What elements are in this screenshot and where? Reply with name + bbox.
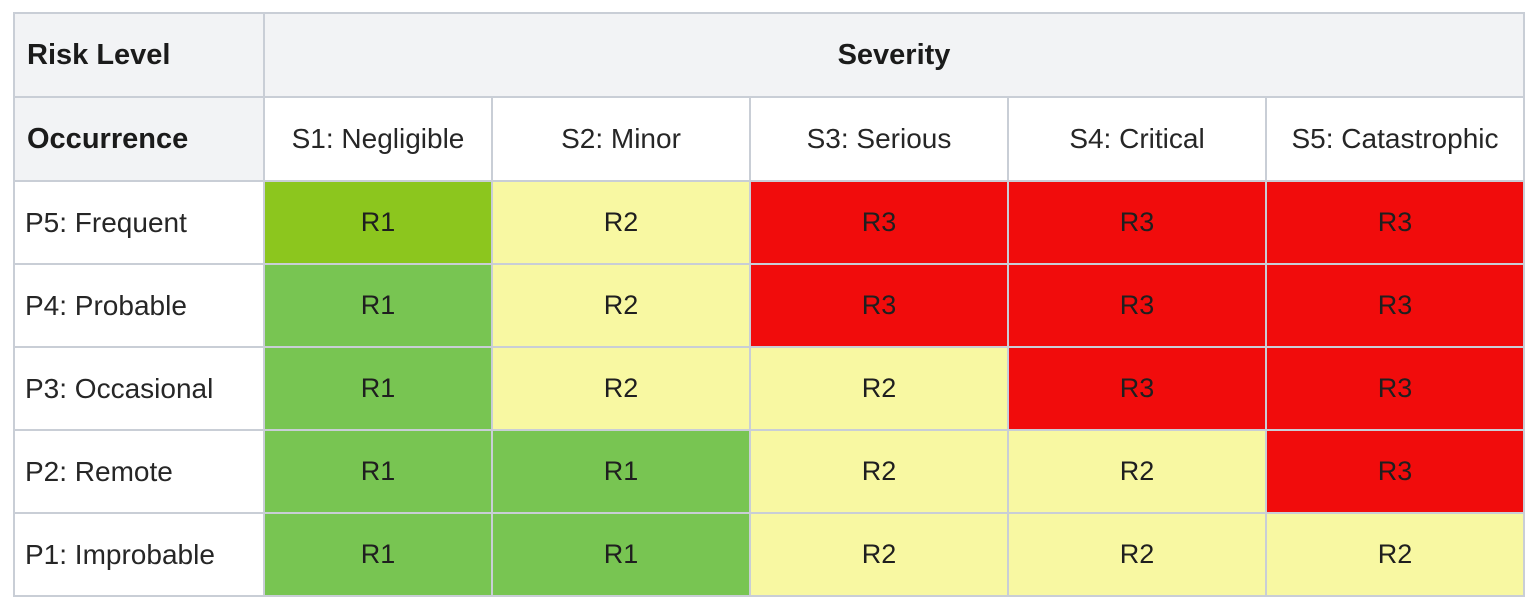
risk-cell: R2 bbox=[749, 346, 1009, 431]
risk-cell: R3 bbox=[1265, 263, 1525, 348]
risk-cell: R1 bbox=[263, 346, 493, 431]
row-label-p2: P2: Remote bbox=[13, 429, 265, 514]
risk-cell: R1 bbox=[263, 512, 493, 597]
risk-cell: R2 bbox=[491, 263, 751, 348]
row-label-p3: P3: Occasional bbox=[13, 346, 265, 431]
row-label-p5: P5: Frequent bbox=[13, 180, 265, 265]
risk-cell: R2 bbox=[1007, 429, 1267, 514]
risk-cell: R2 bbox=[1007, 512, 1267, 597]
row-label-p1: P1: Improbable bbox=[13, 512, 265, 597]
severity-header: Severity bbox=[263, 12, 1525, 98]
severity-col-s3: S3: Serious bbox=[749, 96, 1009, 182]
severity-col-s2: S2: Minor bbox=[491, 96, 751, 182]
table-row-p5: P5: Frequent R1 R2 R3 R3 R3 bbox=[13, 180, 1525, 265]
risk-cell: R3 bbox=[1265, 180, 1525, 265]
header-row-severity-levels: Occurrence S1: Negligible S2: Minor S3: … bbox=[13, 96, 1525, 182]
risk-cell: R3 bbox=[1265, 346, 1525, 431]
risk-cell: R3 bbox=[1007, 346, 1267, 431]
risk-cell: R3 bbox=[749, 263, 1009, 348]
table-row-p2: P2: Remote R1 R1 R2 R2 R3 bbox=[13, 429, 1525, 514]
risk-cell: R2 bbox=[1265, 512, 1525, 597]
risk-cell: R3 bbox=[1007, 263, 1267, 348]
risk-cell: R2 bbox=[749, 429, 1009, 514]
risk-cell: R3 bbox=[1265, 429, 1525, 514]
risk-cell: R1 bbox=[491, 429, 751, 514]
header-row-top: Risk Level Severity bbox=[13, 12, 1525, 98]
risk-cell: R1 bbox=[491, 512, 751, 597]
severity-col-s1: S1: Negligible bbox=[263, 96, 493, 182]
severity-col-s4: S4: Critical bbox=[1007, 96, 1267, 182]
table-row-p1: P1: Improbable R1 R1 R2 R2 R2 bbox=[13, 512, 1525, 597]
risk-cell: R1 bbox=[263, 429, 493, 514]
severity-col-s5: S5: Catastrophic bbox=[1265, 96, 1525, 182]
risk-cell: R2 bbox=[491, 346, 751, 431]
risk-cell: R2 bbox=[491, 180, 751, 265]
risk-cell: R3 bbox=[749, 180, 1009, 265]
risk-matrix-table: Risk Level Severity Occurrence S1: Negli… bbox=[13, 12, 1525, 597]
table-row-p3: P3: Occasional R1 R2 R2 R3 R3 bbox=[13, 346, 1525, 431]
occurrence-header: Occurrence bbox=[13, 96, 265, 182]
table-row-p4: P4: Probable R1 R2 R3 R3 R3 bbox=[13, 263, 1525, 348]
risk-cell: R1 bbox=[263, 263, 493, 348]
risk-level-header: Risk Level bbox=[13, 12, 265, 98]
row-label-p4: P4: Probable bbox=[13, 263, 265, 348]
risk-cell: R1 bbox=[263, 180, 493, 265]
risk-cell: R2 bbox=[749, 512, 1009, 597]
risk-cell: R3 bbox=[1007, 180, 1267, 265]
